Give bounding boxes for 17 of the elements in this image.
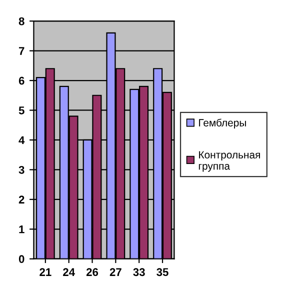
y-tick-label: 7 [18, 47, 24, 55]
x-tick-label: 26 [86, 268, 98, 276]
x-tick-label: 24 [63, 268, 75, 276]
y-tick-label: 6 [18, 76, 24, 85]
legend-label: Контрольная группа [198, 151, 260, 172]
y-tick-label: 2 [18, 196, 24, 204]
legend-label: Гемблеры [199, 118, 246, 128]
x-tick-label: 27 [110, 268, 122, 276]
x-tick-label: 33 [133, 268, 145, 276]
y-tick-label: 1 [19, 226, 24, 234]
y-tick-label: 3 [18, 166, 24, 174]
y-tick-label: 0 [18, 255, 24, 263]
y-tick-label: 4 [18, 136, 25, 144]
y-tick-label: 5 [18, 106, 24, 114]
y-tick-label: 8 [18, 17, 24, 26]
x-tick-label: 21 [40, 268, 52, 276]
x-tick-label: 35 [156, 268, 168, 276]
